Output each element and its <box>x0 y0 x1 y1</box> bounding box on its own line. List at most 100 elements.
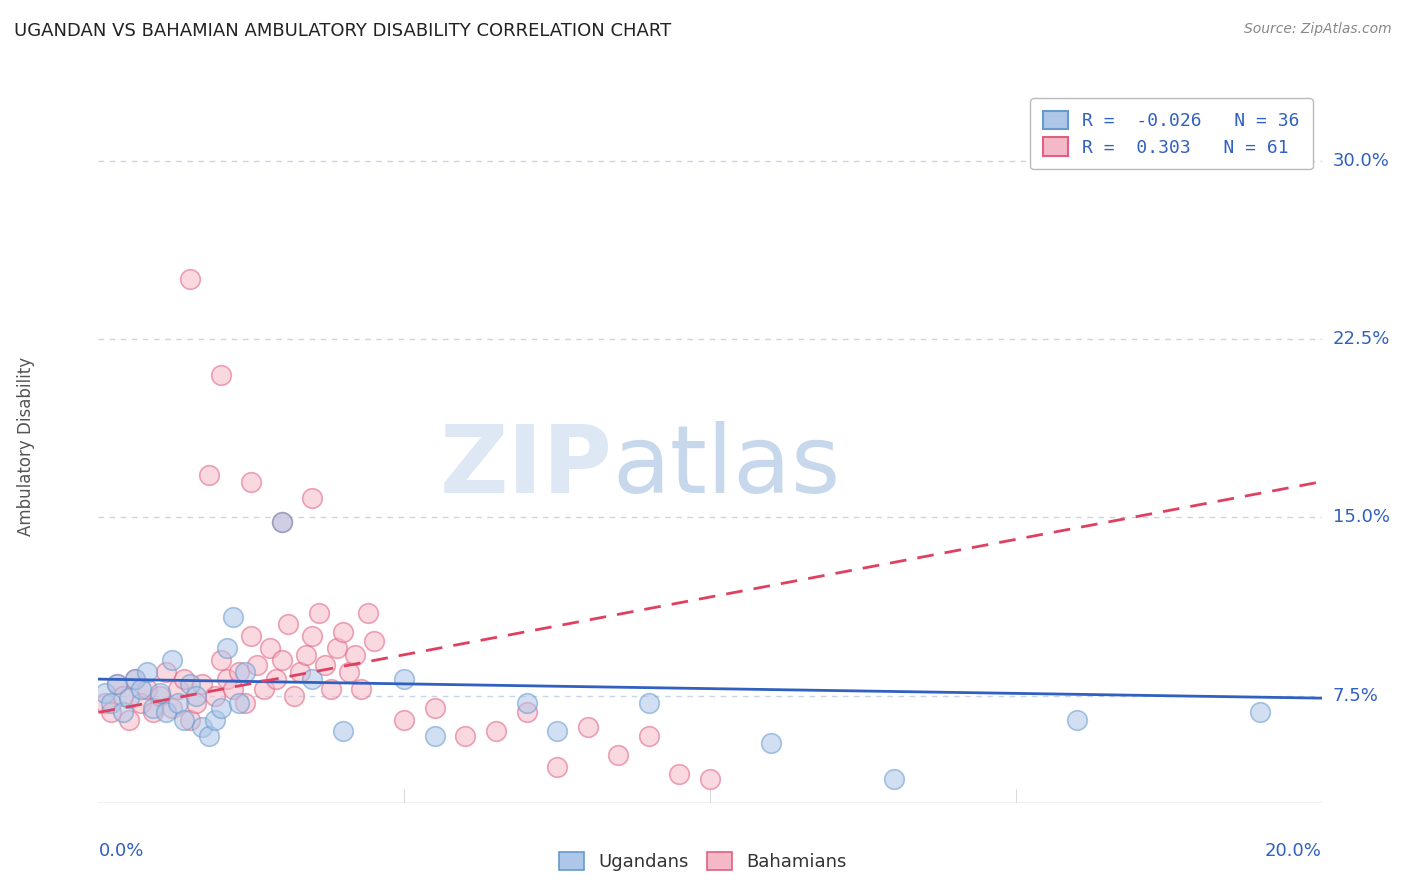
Point <box>191 677 214 691</box>
Text: 22.5%: 22.5% <box>1333 330 1391 348</box>
Point <box>124 672 146 686</box>
Point <box>240 629 263 643</box>
Point <box>209 368 232 382</box>
Point <box>252 681 274 696</box>
Text: 20.0%: 20.0% <box>1265 842 1322 860</box>
Point <box>155 665 177 679</box>
Point <box>259 641 281 656</box>
Point <box>485 724 508 739</box>
Point <box>167 696 190 710</box>
Point <box>149 686 172 700</box>
Point <box>93 686 115 700</box>
Point <box>204 713 226 727</box>
Point <box>1249 706 1271 720</box>
Text: Source: ZipAtlas.com: Source: ZipAtlas.com <box>1244 22 1392 37</box>
Point <box>222 681 245 696</box>
Point <box>233 665 256 679</box>
Point <box>270 515 292 529</box>
Text: atlas: atlas <box>612 421 841 514</box>
Point <box>301 672 323 686</box>
Text: ZIP: ZIP <box>439 421 612 514</box>
Point <box>350 681 373 696</box>
Point <box>516 696 538 710</box>
Point <box>197 467 219 482</box>
Point <box>546 724 568 739</box>
Point <box>423 700 446 714</box>
Point <box>319 681 342 696</box>
Point <box>215 672 238 686</box>
Point <box>142 706 165 720</box>
Point <box>326 641 349 656</box>
Point <box>136 665 159 679</box>
Point <box>233 696 256 710</box>
Point <box>576 720 599 734</box>
Point <box>607 748 630 763</box>
Legend: Ugandans, Bahamians: Ugandans, Bahamians <box>551 846 855 879</box>
Point <box>167 681 190 696</box>
Point <box>314 657 336 672</box>
Point <box>332 724 354 739</box>
Point <box>209 653 232 667</box>
Point <box>363 634 385 648</box>
Point <box>295 648 318 663</box>
Point <box>173 713 195 727</box>
Point <box>283 689 305 703</box>
Point <box>160 653 183 667</box>
Point <box>197 729 219 743</box>
Text: 15.0%: 15.0% <box>1333 508 1389 526</box>
Point <box>136 681 159 696</box>
Point <box>246 657 269 672</box>
Point <box>301 629 323 643</box>
Text: 30.0%: 30.0% <box>1333 152 1389 169</box>
Point <box>179 713 201 727</box>
Point <box>883 772 905 786</box>
Point <box>149 689 172 703</box>
Point <box>142 700 165 714</box>
Legend: R =  -0.026   N = 36, R =  0.303   N = 61: R = -0.026 N = 36, R = 0.303 N = 61 <box>1031 98 1313 169</box>
Point <box>270 653 292 667</box>
Point <box>637 729 661 743</box>
Point <box>100 696 122 710</box>
Text: 0.0%: 0.0% <box>98 842 143 860</box>
Point <box>179 272 201 286</box>
Point <box>301 491 323 506</box>
Point <box>209 700 232 714</box>
Point <box>186 689 208 703</box>
Point <box>546 760 568 774</box>
Point <box>129 696 152 710</box>
Point <box>93 696 115 710</box>
Point <box>228 665 250 679</box>
Point <box>160 700 183 714</box>
Point <box>173 672 195 686</box>
Point <box>392 672 416 686</box>
Text: 7.5%: 7.5% <box>1333 687 1379 705</box>
Point <box>222 610 245 624</box>
Text: UGANDAN VS BAHAMIAN AMBULATORY DISABILITY CORRELATION CHART: UGANDAN VS BAHAMIAN AMBULATORY DISABILIT… <box>14 22 671 40</box>
Point <box>179 677 201 691</box>
Point <box>129 681 152 696</box>
Point <box>118 691 141 706</box>
Point <box>240 475 263 489</box>
Point <box>290 665 312 679</box>
Point <box>516 706 538 720</box>
Point <box>105 677 128 691</box>
Point <box>423 729 446 743</box>
Point <box>344 648 367 663</box>
Point <box>337 665 360 679</box>
Point <box>100 706 122 720</box>
Text: Ambulatory Disability: Ambulatory Disability <box>17 357 35 535</box>
Point <box>1249 807 1271 822</box>
Point <box>332 624 354 639</box>
Point <box>699 772 721 786</box>
Point <box>186 696 208 710</box>
Point <box>105 677 128 691</box>
Point <box>111 689 134 703</box>
Point <box>308 606 330 620</box>
Point <box>204 689 226 703</box>
Point <box>356 606 378 620</box>
Point <box>277 617 299 632</box>
Point <box>118 713 141 727</box>
Point <box>392 713 416 727</box>
Point <box>111 706 134 720</box>
Point <box>637 696 661 710</box>
